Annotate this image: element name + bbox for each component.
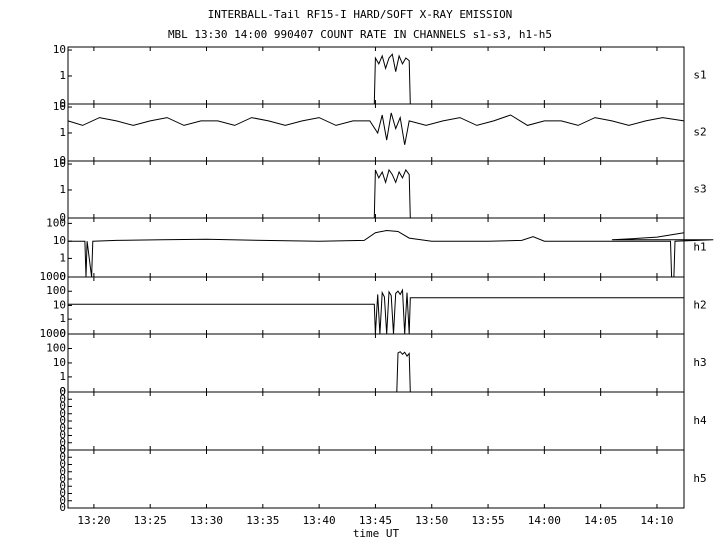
- x-tick-label: 13:25: [134, 514, 167, 527]
- y-tick-label: 10: [53, 100, 66, 113]
- y-tick-label: 100: [46, 216, 66, 229]
- panel-frame: [67, 391, 685, 451]
- y-tick-label: 0: [59, 487, 66, 500]
- y-tick-label: 0: [59, 465, 66, 478]
- y-tick-label: 1: [59, 312, 66, 325]
- panel-frame: [67, 449, 685, 509]
- panel-frame: [67, 333, 685, 393]
- x-tick-label: 13:20: [77, 514, 110, 527]
- y-tick-label: 1000: [40, 327, 67, 340]
- y-tick-label: 0: [59, 392, 66, 405]
- panel-label: s3: [693, 183, 706, 196]
- data-line: [68, 168, 684, 219]
- data-line: [396, 351, 411, 393]
- y-tick-label: 0: [59, 479, 66, 492]
- y-tick-label: 0: [59, 400, 66, 413]
- panel-label: h2: [693, 299, 706, 312]
- y-tick-label: 0: [59, 436, 66, 449]
- y-tick-label: 10: [53, 234, 66, 247]
- y-tick-label: 0: [59, 407, 66, 420]
- x-tick-label: 14:00: [528, 514, 561, 527]
- y-tick-label: 0: [59, 443, 66, 456]
- x-tick-label: 13:50: [415, 514, 448, 527]
- y-tick-label: 10: [53, 43, 66, 56]
- y-tick-label: 1: [59, 370, 66, 383]
- data-line: [67, 112, 685, 145]
- y-tick-label: 0: [59, 270, 66, 283]
- panel-label: h3: [693, 356, 706, 369]
- y-tick-label: 100: [46, 284, 66, 297]
- x-tick-label: 14:10: [640, 514, 673, 527]
- y-tick-label: 0: [59, 414, 66, 427]
- y-tick-label: 1000: [40, 270, 67, 283]
- data-line: [68, 53, 684, 105]
- y-tick-label: 10: [53, 298, 66, 311]
- panel-label: h5: [693, 472, 706, 485]
- y-tick-label: 10: [53, 356, 66, 369]
- x-tick-label: 13:35: [246, 514, 279, 527]
- chart-title: INTERBALL-Tail RF15-I HARD/SOFT X-RAY EM…: [208, 8, 513, 21]
- panel-frame: [67, 46, 685, 105]
- y-tick-label: 1: [59, 69, 66, 82]
- panel-label: h4: [693, 414, 707, 427]
- y-tick-label: 100: [46, 341, 66, 354]
- x-tick-label: 13:55: [471, 514, 504, 527]
- x-tick-label: 13:45: [359, 514, 392, 527]
- panel-label: s2: [693, 126, 706, 139]
- y-tick-label: 0: [59, 385, 66, 398]
- panel-label: h1: [693, 241, 706, 254]
- data-line: [68, 288, 684, 335]
- y-tick-label: 1: [59, 126, 66, 139]
- y-tick-label: 0: [59, 494, 66, 507]
- panel-label: s1: [693, 69, 706, 82]
- y-tick-label: 0: [59, 154, 66, 167]
- y-tick-label: 0: [59, 501, 66, 514]
- x-axis-label: time UT: [353, 527, 400, 540]
- panel-frame: [67, 160, 685, 219]
- y-tick-label: 0: [59, 97, 66, 110]
- y-tick-label: 0: [59, 443, 66, 456]
- y-tick-label: 0: [59, 211, 66, 224]
- data-line: [68, 229, 714, 278]
- y-tick-label: 1: [59, 251, 66, 264]
- x-tick-label: 13:40: [303, 514, 336, 527]
- panel-frame: [67, 217, 685, 278]
- y-tick-label: 1: [59, 183, 66, 196]
- chart-subtitle: MBL 13:30 14:00 990407 COUNT RATE IN CHA…: [168, 28, 552, 41]
- y-tick-label: 0: [59, 472, 66, 485]
- y-tick-label: 0: [59, 327, 66, 340]
- y-tick-label: 0: [59, 450, 66, 463]
- x-tick-label: 14:05: [584, 514, 617, 527]
- y-tick-label: 0: [59, 429, 66, 442]
- y-tick-label: 0: [59, 458, 66, 471]
- y-tick-label: 10: [53, 157, 66, 170]
- panel-frame: [67, 103, 685, 162]
- y-tick-label: 0: [59, 421, 66, 434]
- x-tick-label: 13:30: [190, 514, 223, 527]
- y-tick-label: 0: [59, 385, 66, 398]
